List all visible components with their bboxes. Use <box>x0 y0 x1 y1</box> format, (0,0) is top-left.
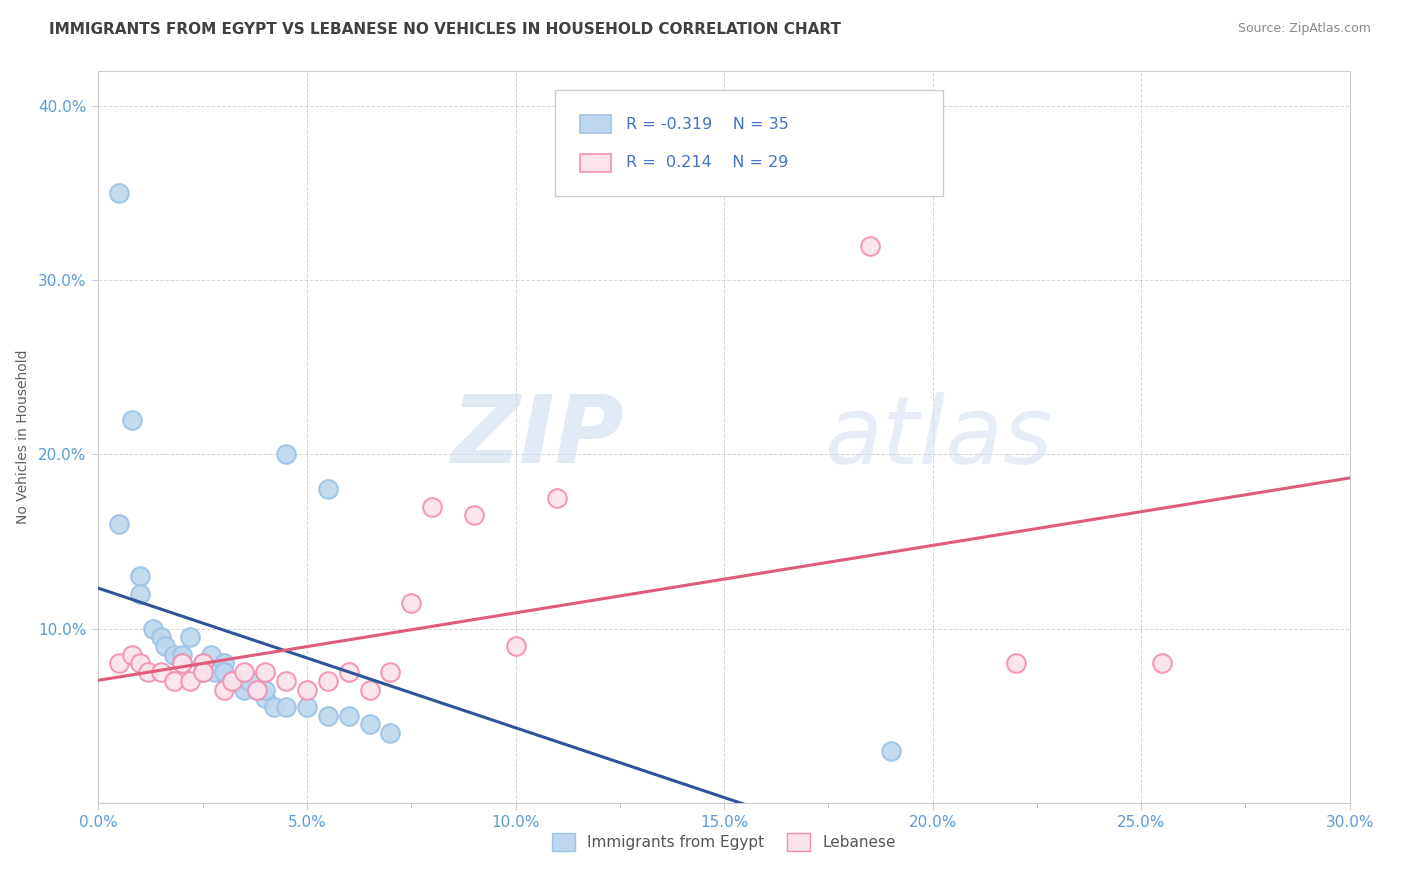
Point <box>254 682 277 697</box>
Point <box>274 673 298 688</box>
Point <box>316 708 339 723</box>
Point <box>254 665 277 680</box>
Point <box>295 700 318 714</box>
Point <box>108 657 131 671</box>
Y-axis label: No Vehicles in Household: No Vehicles in Household <box>15 350 30 524</box>
Point <box>254 691 277 706</box>
Point <box>153 639 176 653</box>
Point <box>221 673 243 688</box>
Point <box>238 673 260 688</box>
Text: R =  0.214    N = 29: R = 0.214 N = 29 <box>627 155 789 170</box>
Point <box>179 631 201 645</box>
Point <box>204 665 226 680</box>
Point <box>121 648 143 662</box>
Point <box>179 673 201 688</box>
Text: R = -0.319    N = 35: R = -0.319 N = 35 <box>627 117 789 131</box>
Point <box>200 648 222 662</box>
Point <box>246 682 269 697</box>
Point <box>463 508 485 523</box>
Point <box>191 657 214 671</box>
Legend: Immigrants from Egypt, Lebanese: Immigrants from Egypt, Lebanese <box>546 827 903 857</box>
Point <box>150 631 173 645</box>
Point <box>129 587 152 601</box>
Point <box>337 708 360 723</box>
Point <box>316 673 339 688</box>
Point <box>162 673 184 688</box>
Point <box>129 569 152 583</box>
Point <box>221 673 243 688</box>
Point <box>225 673 247 688</box>
Point <box>233 682 256 697</box>
Point <box>162 648 184 662</box>
Point <box>505 639 527 653</box>
Text: IMMIGRANTS FROM EGYPT VS LEBANESE NO VEHICLES IN HOUSEHOLD CORRELATION CHART: IMMIGRANTS FROM EGYPT VS LEBANESE NO VEH… <box>49 22 841 37</box>
Point <box>191 665 214 680</box>
Point <box>380 665 402 680</box>
Point <box>337 665 360 680</box>
Point <box>359 682 381 697</box>
FancyBboxPatch shape <box>581 153 612 172</box>
Point <box>108 517 131 532</box>
Point <box>274 448 298 462</box>
Text: Source: ZipAtlas.com: Source: ZipAtlas.com <box>1237 22 1371 36</box>
Point <box>170 648 193 662</box>
Point <box>1005 657 1028 671</box>
Point <box>263 700 285 714</box>
Point <box>150 665 173 680</box>
Point <box>191 657 214 671</box>
Point <box>546 491 568 505</box>
Point <box>138 665 160 680</box>
Point <box>401 595 423 609</box>
Point <box>108 186 131 201</box>
Point <box>170 657 193 671</box>
Point <box>295 682 318 697</box>
Point <box>359 717 381 731</box>
Point <box>274 700 298 714</box>
Point <box>316 483 339 497</box>
Point <box>212 665 235 680</box>
Point <box>859 238 882 252</box>
FancyBboxPatch shape <box>581 115 612 133</box>
Point <box>212 657 235 671</box>
Point <box>129 657 152 671</box>
Point <box>380 726 402 740</box>
Point <box>880 743 903 757</box>
Point <box>191 665 214 680</box>
Point <box>1150 657 1173 671</box>
Point <box>246 682 269 697</box>
Text: atlas: atlas <box>824 392 1053 483</box>
Point <box>233 665 256 680</box>
FancyBboxPatch shape <box>555 90 943 195</box>
Point <box>142 622 165 636</box>
Point <box>170 657 193 671</box>
Point <box>420 500 443 514</box>
Text: ZIP: ZIP <box>451 391 624 483</box>
Point <box>121 412 143 426</box>
Point <box>212 682 235 697</box>
